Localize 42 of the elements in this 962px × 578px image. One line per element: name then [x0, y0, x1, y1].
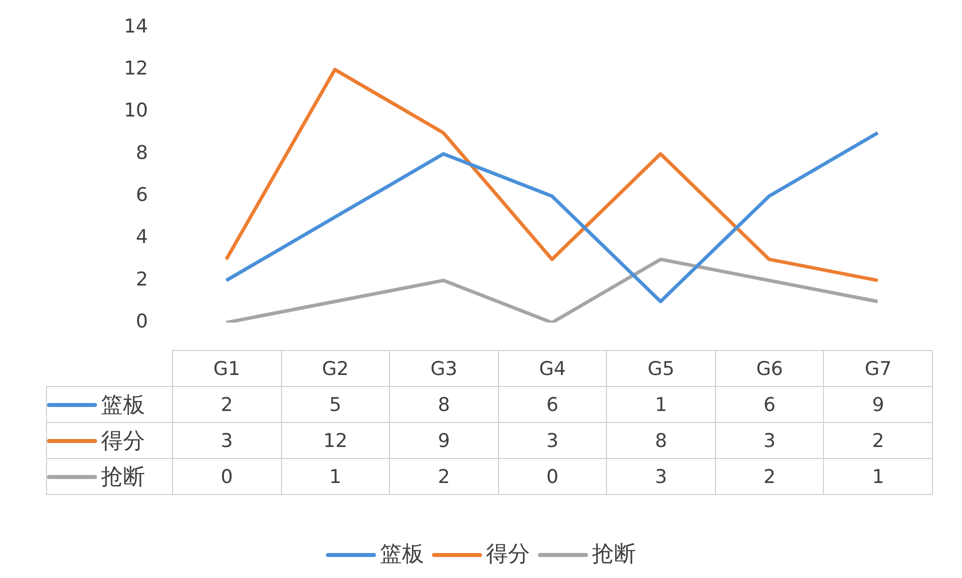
- data-label: 1: [824, 458, 932, 494]
- y-tick-label: 2: [136, 268, 148, 290]
- text: 篮板: [380, 542, 424, 567]
- data-label: 9: [824, 386, 932, 422]
- data-label: 1: [606, 386, 716, 422]
- x-tick-label: G5: [606, 350, 716, 386]
- data-label: 6: [715, 386, 824, 422]
- data-label: 3: [606, 458, 716, 494]
- data-label: 3: [498, 422, 607, 458]
- legend-label: 篮板: [46, 386, 172, 422]
- y-tick-label: 12: [124, 58, 148, 80]
- x-tick-label: G2: [281, 350, 390, 386]
- text: 得分: [486, 542, 530, 567]
- text: 抢断: [592, 542, 636, 567]
- y-tick-label: 10: [124, 100, 148, 122]
- data-label: 3: [715, 422, 824, 458]
- x-tick-label: G4: [498, 350, 607, 386]
- data-label: 12: [281, 422, 390, 458]
- data-label: 1: [281, 458, 390, 494]
- legend-label: 抢断: [46, 458, 172, 494]
- data-label: 0: [498, 458, 607, 494]
- data-label: 6: [498, 386, 607, 422]
- data-label: 0: [172, 458, 282, 494]
- data-label: 2: [824, 422, 932, 458]
- y-tick-label: 6: [136, 184, 148, 206]
- data-label: 8: [390, 386, 498, 422]
- data-label: 9: [390, 422, 498, 458]
- legend-label: 得分: [46, 422, 172, 458]
- y-tick-label: 14: [124, 15, 148, 38]
- y-tick-label: 8: [136, 142, 148, 164]
- data-label: 2: [390, 458, 498, 494]
- data-label: 3: [172, 422, 282, 458]
- x-tick-label: G1: [172, 350, 282, 386]
- x-tick-label: G6: [715, 350, 824, 386]
- data-label: 5: [281, 386, 390, 422]
- y-tick-label: 0: [136, 310, 148, 333]
- data-label: 8: [606, 422, 716, 458]
- data-label: 2: [172, 386, 282, 422]
- x-tick-label: G3: [390, 350, 498, 386]
- x-tick-label: G7: [824, 350, 932, 386]
- y-tick-label: 4: [136, 226, 148, 248]
- data-label: 2: [715, 458, 824, 494]
